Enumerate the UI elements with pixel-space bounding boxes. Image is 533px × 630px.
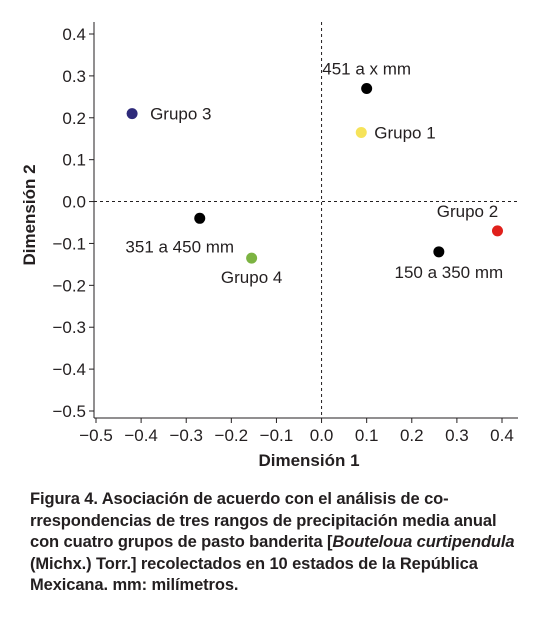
caption-text-1: Figura 4. Asociación de acuerdo con el a… bbox=[30, 490, 497, 551]
caption-text-2: (Michx.) Torr.] recolectados en 10 estad… bbox=[30, 554, 478, 595]
x-tick-label: 0.2 bbox=[400, 426, 424, 445]
data-point bbox=[361, 82, 373, 94]
y-tick-label: −0.1 bbox=[52, 234, 86, 253]
y-tick-label: −0.5 bbox=[52, 402, 86, 421]
x-tick-labels: −0.5 −0.4 −0.3 −0.2 −0.1 0.0 0.1 0.2 0.3 0.4 bbox=[79, 418, 514, 445]
y-tick-labels: 0.4 0.3 0.2 0.1 0.0 −0.1 −0.2 −0.3 −0.4 −0.5 bbox=[52, 25, 94, 421]
y-tick-label: −0.3 bbox=[52, 318, 86, 337]
point-label: 150 a 350 mm bbox=[395, 263, 504, 282]
point-label: 351 a 450 mm bbox=[125, 237, 234, 256]
point-label: Grupo 3 bbox=[150, 105, 211, 124]
data-point bbox=[355, 126, 367, 138]
data-points bbox=[126, 82, 503, 264]
x-tick-label: 0.4 bbox=[490, 426, 514, 445]
y-tick-label: 0.0 bbox=[62, 193, 86, 212]
y-axis-title: Dimensión 2 bbox=[20, 164, 39, 265]
point-label: Grupo 4 bbox=[221, 268, 282, 287]
y-tick-label: −0.4 bbox=[52, 360, 86, 379]
y-tick-label: 0.3 bbox=[62, 67, 86, 86]
data-point bbox=[246, 252, 258, 264]
data-point bbox=[194, 212, 206, 224]
scatter-chart: −0.5 −0.4 −0.3 −0.2 −0.1 0.0 0.1 0.2 0.3 0.4 0.40… bbox=[20, 22, 518, 470]
x-tick-label: −0.3 bbox=[169, 426, 203, 445]
x-tick-label: −0.2 bbox=[215, 426, 249, 445]
y-tick-label: −0.2 bbox=[52, 276, 86, 295]
point-labels: 451 a x mm Grupo 1 Grupo 3 351 a 450 mm Grup… bbox=[125, 59, 503, 287]
x-tick-label: 0.0 bbox=[310, 426, 334, 445]
y-tick-label: 0.4 bbox=[62, 25, 86, 44]
point-label: 451 a x mm bbox=[322, 59, 411, 78]
caption-species-name: Bouteloua curtipendula bbox=[332, 533, 515, 551]
data-point bbox=[433, 246, 445, 258]
x-axis-title: Dimensión 1 bbox=[258, 451, 359, 470]
point-label: Grupo 1 bbox=[374, 123, 435, 142]
reference-lines bbox=[94, 22, 518, 418]
axes bbox=[93, 22, 518, 419]
point-label: Grupo 2 bbox=[437, 202, 498, 221]
x-tick-label: −0.5 bbox=[79, 426, 113, 445]
x-tick-label: 0.3 bbox=[445, 426, 469, 445]
x-tick-label: −0.4 bbox=[124, 426, 158, 445]
x-tick-label: 0.1 bbox=[355, 426, 379, 445]
figure-caption: Figura 4. Asociación de acuerdo con el a… bbox=[30, 489, 518, 597]
data-point bbox=[491, 225, 503, 237]
x-tick-label: −0.1 bbox=[260, 426, 294, 445]
data-point bbox=[126, 108, 138, 120]
y-tick-label: 0.2 bbox=[62, 109, 86, 128]
y-tick-label: 0.1 bbox=[62, 151, 86, 170]
